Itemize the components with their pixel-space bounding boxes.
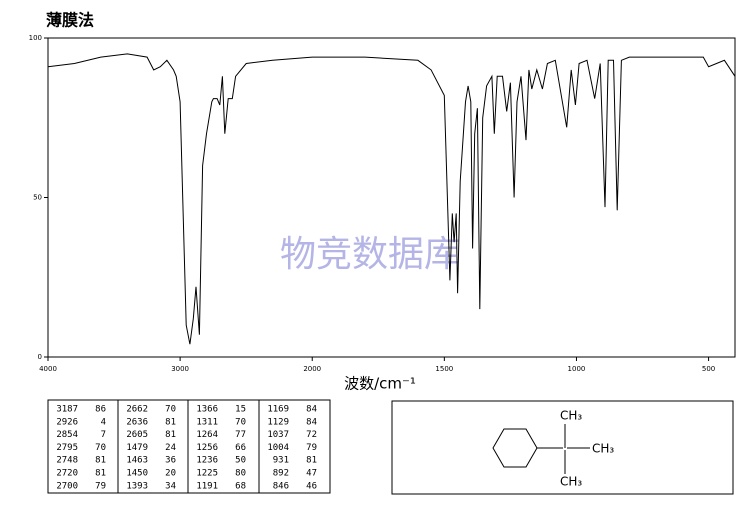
peak-wavenumber: 2720 [56, 469, 78, 479]
y-tick-label: 100 [29, 34, 42, 42]
methyl-label: CH₃ [560, 475, 582, 489]
peak-transmittance: 20 [165, 469, 176, 479]
methyl-label: CH₃ [560, 409, 582, 423]
peak-transmittance: 7 [101, 430, 106, 440]
peak-wavenumber: 1129 [267, 417, 289, 427]
methyl-label: CH₃ [592, 442, 614, 456]
peak-table [47, 399, 331, 494]
peak-transmittance: 4 [101, 417, 106, 427]
y-tick-label: 0 [38, 353, 42, 361]
peak-transmittance: 34 [165, 481, 176, 491]
x-tick-label: 3000 [171, 365, 189, 373]
peak-transmittance: 81 [165, 417, 176, 427]
chart-title: 薄膜法 [46, 11, 94, 30]
peak-wavenumber: 1393 [126, 481, 148, 491]
peak-wavenumber: 2854 [56, 430, 78, 440]
peak-wavenumber: 1479 [126, 443, 148, 453]
peak-wavenumber: 931 [273, 456, 289, 466]
peak-transmittance: 70 [95, 443, 106, 453]
peak-wavenumber: 1037 [267, 430, 289, 440]
structure-box [391, 400, 734, 495]
peak-wavenumber: 2700 [56, 481, 78, 491]
peak-transmittance: 81 [165, 430, 176, 440]
peak-wavenumber: 1236 [196, 456, 218, 466]
peak-transmittance: 84 [306, 405, 317, 415]
spectrum-line [47, 53, 736, 345]
peak-transmittance: 36 [165, 456, 176, 466]
peak-transmittance: 72 [306, 430, 317, 440]
cyclohexane-ring [492, 428, 538, 468]
peak-transmittance: 24 [165, 443, 176, 453]
peak-transmittance: 86 [95, 405, 106, 415]
peak-transmittance: 66 [235, 443, 246, 453]
peak-transmittance: 15 [235, 405, 246, 415]
x-axis-label: 波数/cm⁻¹ [344, 375, 416, 393]
peak-wavenumber: 3187 [56, 405, 78, 415]
peak-transmittance: 81 [95, 469, 106, 479]
watermark: 物竞数据库 [280, 234, 460, 275]
peak-wavenumber: 2795 [56, 443, 78, 453]
peak-transmittance: 79 [306, 443, 317, 453]
peak-transmittance: 80 [235, 469, 246, 479]
peak-transmittance: 79 [95, 481, 106, 491]
peak-transmittance: 68 [235, 481, 246, 491]
peak-wavenumber: 1450 [126, 469, 148, 479]
x-tick-label: 2000 [303, 365, 321, 373]
peak-transmittance: 77 [235, 430, 246, 440]
peak-wavenumber: 1191 [196, 481, 218, 491]
peak-wavenumber: 846 [273, 481, 289, 491]
peak-wavenumber: 1256 [196, 443, 218, 453]
peak-transmittance: 47 [306, 469, 317, 479]
peak-transmittance: 70 [165, 405, 176, 415]
x-tick-label: 4000 [39, 365, 57, 373]
peak-wavenumber: 1264 [196, 430, 218, 440]
peak-transmittance: 46 [306, 481, 317, 491]
x-tick-label: 1000 [568, 365, 586, 373]
peak-wavenumber: 2662 [126, 405, 148, 415]
peak-wavenumber: 1366 [196, 405, 218, 415]
peak-transmittance: 81 [95, 456, 106, 466]
peak-wavenumber: 892 [273, 469, 289, 479]
peak-transmittance: 70 [235, 417, 246, 427]
x-tick-label: 500 [702, 365, 715, 373]
peak-wavenumber: 1463 [126, 456, 148, 466]
peak-wavenumber: 1004 [267, 443, 289, 453]
peak-wavenumber: 2748 [56, 456, 78, 466]
plot-frame [47, 37, 736, 358]
peak-wavenumber: 2926 [56, 417, 78, 427]
peak-wavenumber: 1225 [196, 469, 218, 479]
peak-wavenumber: 1169 [267, 405, 289, 415]
peak-transmittance: 84 [306, 417, 317, 427]
peak-wavenumber: 1311 [196, 417, 218, 427]
peak-transmittance: 50 [235, 456, 246, 466]
peak-wavenumber: 2605 [126, 430, 148, 440]
peak-wavenumber: 2636 [126, 417, 148, 427]
x-tick-label: 1500 [435, 365, 453, 373]
y-tick-label: 50 [33, 194, 42, 202]
peak-transmittance: 81 [306, 456, 317, 466]
